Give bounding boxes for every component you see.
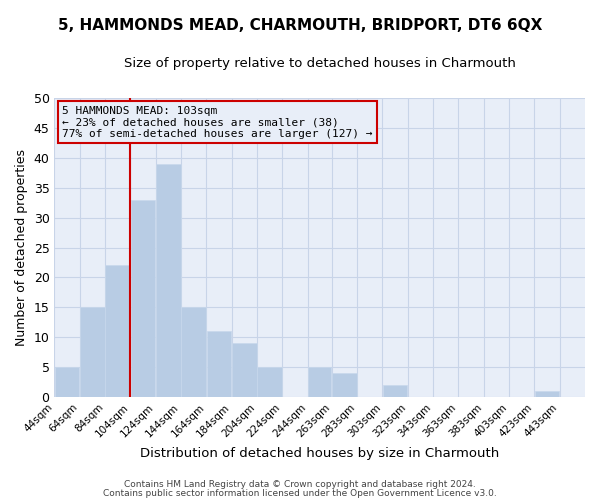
Text: 5, HAMMONDS MEAD, CHARMOUTH, BRIDPORT, DT6 6QX: 5, HAMMONDS MEAD, CHARMOUTH, BRIDPORT, D… bbox=[58, 18, 542, 32]
Bar bbox=[257, 367, 282, 397]
X-axis label: Distribution of detached houses by size in Charmouth: Distribution of detached houses by size … bbox=[140, 447, 499, 460]
Bar bbox=[232, 343, 257, 397]
Title: Size of property relative to detached houses in Charmouth: Size of property relative to detached ho… bbox=[124, 58, 515, 70]
Bar bbox=[55, 367, 79, 397]
Text: Contains HM Land Registry data © Crown copyright and database right 2024.: Contains HM Land Registry data © Crown c… bbox=[124, 480, 476, 489]
Bar bbox=[80, 308, 105, 397]
Text: Contains public sector information licensed under the Open Government Licence v3: Contains public sector information licen… bbox=[103, 488, 497, 498]
Bar bbox=[308, 367, 331, 397]
Text: 5 HAMMONDS MEAD: 103sqm
← 23% of detached houses are smaller (38)
77% of semi-de: 5 HAMMONDS MEAD: 103sqm ← 23% of detache… bbox=[62, 106, 373, 138]
Bar bbox=[332, 373, 357, 397]
Bar bbox=[131, 200, 155, 397]
Bar bbox=[535, 391, 559, 397]
Bar bbox=[156, 164, 181, 397]
Bar bbox=[106, 266, 130, 397]
Y-axis label: Number of detached properties: Number of detached properties bbox=[15, 149, 28, 346]
Bar bbox=[206, 331, 232, 397]
Bar bbox=[181, 308, 206, 397]
Bar bbox=[383, 385, 407, 397]
